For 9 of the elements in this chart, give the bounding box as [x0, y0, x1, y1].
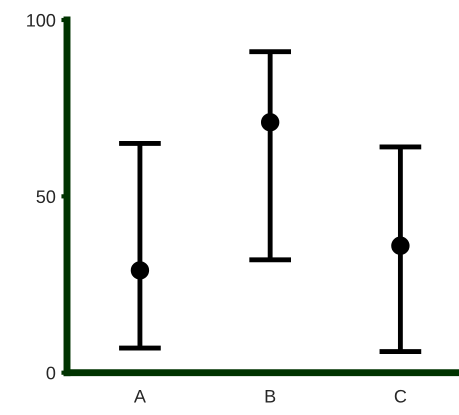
point — [130, 261, 150, 280]
point — [260, 113, 280, 132]
x-tick-label: B — [266, 390, 276, 402]
point — [391, 236, 410, 255]
y-tick-label: 100 — [27, 14, 56, 27]
x-tick-label: A — [134, 390, 146, 402]
y-tick-label: 50 — [36, 190, 56, 204]
y-tick-label: 0 — [46, 366, 56, 380]
x-tick-label: C — [394, 390, 406, 403]
